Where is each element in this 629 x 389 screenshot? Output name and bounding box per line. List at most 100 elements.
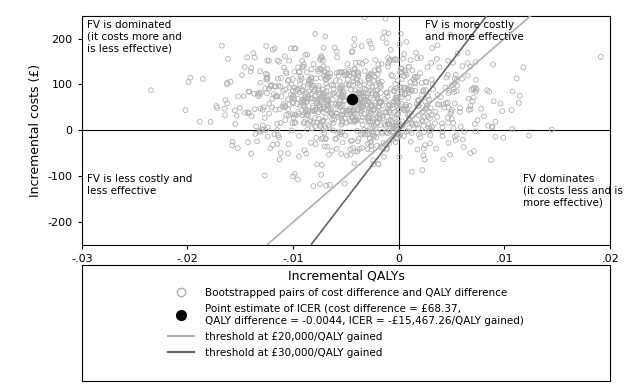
Point — [366, 110, 376, 116]
Point — [289, 112, 299, 118]
Point — [488, 61, 498, 68]
Point — [195, 119, 205, 125]
Point — [381, 147, 391, 153]
Point — [410, 88, 420, 94]
Point — [433, 92, 443, 98]
Point — [287, 111, 298, 117]
Point — [389, 88, 399, 94]
Point — [312, 120, 322, 126]
Point — [420, 98, 430, 105]
Point — [294, 153, 304, 159]
Point — [426, 105, 436, 111]
Point — [315, 181, 325, 187]
Point — [366, 92, 376, 98]
Point — [407, 169, 417, 175]
Point — [336, 84, 346, 90]
Point — [471, 77, 481, 83]
Point — [286, 81, 296, 88]
Point — [286, 91, 296, 98]
Point — [369, 132, 379, 138]
Point — [323, 102, 333, 109]
Point — [432, 56, 442, 62]
Point — [360, 131, 370, 138]
Point — [438, 156, 448, 162]
Point — [367, 45, 377, 51]
Point — [279, 65, 289, 71]
Point — [294, 68, 304, 75]
Point — [380, 121, 390, 128]
Point — [338, 103, 348, 109]
Point — [392, 126, 402, 133]
Point — [355, 100, 365, 106]
Point — [289, 84, 299, 91]
Point — [421, 79, 431, 86]
Point — [421, 105, 431, 111]
Point — [365, 125, 375, 131]
Point — [354, 104, 364, 110]
Point — [388, 123, 398, 129]
Point — [320, 90, 330, 96]
Point — [373, 96, 383, 103]
Point — [326, 110, 336, 116]
Point — [418, 123, 428, 129]
Point — [252, 138, 262, 145]
Point — [372, 119, 382, 125]
Point — [476, 106, 486, 112]
Point — [359, 93, 369, 99]
Point — [391, 93, 401, 99]
Point — [300, 52, 310, 58]
Point — [255, 80, 265, 86]
Point — [333, 102, 343, 108]
Point — [374, 98, 384, 105]
Point — [337, 69, 347, 75]
Point — [318, 63, 328, 69]
Point — [301, 99, 311, 105]
Point — [319, 72, 329, 79]
Point — [343, 82, 353, 88]
Point — [306, 78, 316, 84]
Point — [323, 99, 333, 105]
Point — [261, 76, 271, 82]
Point — [348, 114, 358, 120]
Point — [448, 120, 458, 126]
Point — [395, 132, 405, 138]
Point — [421, 87, 431, 93]
Point — [401, 70, 411, 76]
Point — [354, 89, 364, 96]
Point — [267, 104, 277, 110]
Point — [364, 105, 374, 111]
Point — [409, 74, 420, 80]
Point — [438, 102, 448, 108]
Point — [384, 140, 394, 147]
Point — [487, 124, 497, 130]
Point — [382, 93, 392, 99]
Point — [323, 98, 333, 104]
Y-axis label: Incremental costs (£): Incremental costs (£) — [29, 64, 42, 197]
Point — [320, 93, 330, 99]
Point — [294, 133, 304, 139]
Point — [299, 110, 309, 116]
Point — [281, 117, 291, 123]
Point — [403, 112, 413, 118]
Point — [370, 57, 380, 63]
Point — [335, 85, 345, 91]
Point — [262, 76, 272, 82]
Point — [304, 88, 314, 95]
Point — [417, 117, 427, 123]
Point — [498, 135, 508, 141]
Point — [368, 107, 378, 113]
Point — [353, 138, 363, 144]
Point — [318, 119, 328, 125]
Point — [316, 97, 326, 103]
Point — [426, 60, 437, 66]
Point — [309, 61, 319, 67]
Point — [348, 78, 359, 84]
Point — [370, 125, 381, 131]
Point — [287, 100, 298, 107]
Point — [284, 58, 294, 64]
Point — [398, 123, 408, 129]
Point — [350, 148, 360, 154]
Point — [372, 87, 382, 93]
Point — [358, 130, 368, 137]
Point — [311, 135, 321, 141]
